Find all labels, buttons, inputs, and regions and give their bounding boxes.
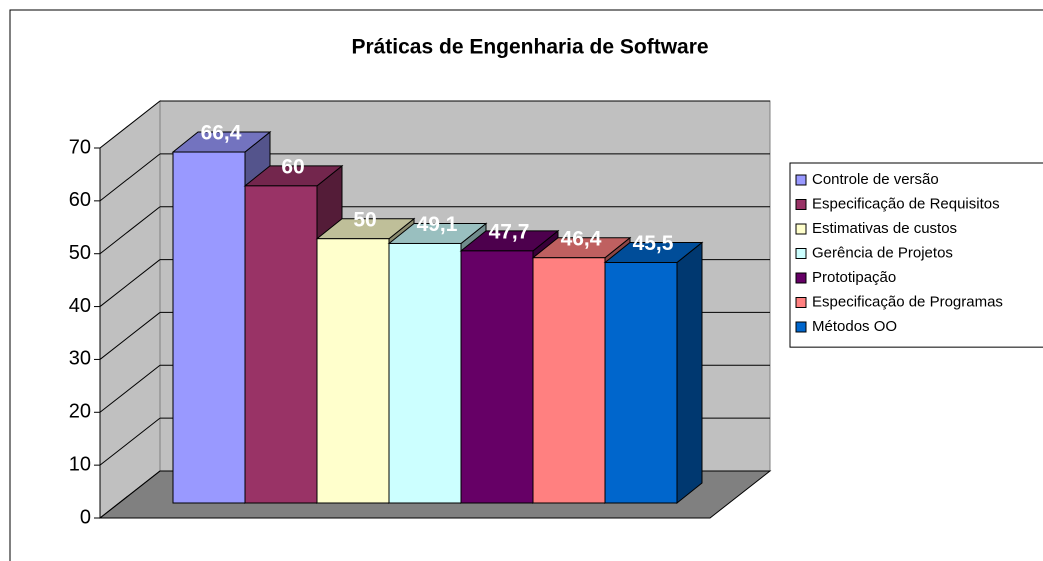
value-label: 50 — [353, 208, 376, 231]
y-tick-label: 10 — [69, 453, 91, 475]
y-tick-label: 20 — [69, 401, 91, 423]
legend-label: Especificação de Programas — [812, 293, 1003, 310]
legend-swatch — [795, 321, 807, 333]
grid-line — [99, 153, 161, 202]
legend-swatch — [795, 272, 807, 284]
grid-line — [99, 417, 161, 466]
grid-line — [99, 470, 161, 519]
legend-swatch — [795, 199, 807, 210]
bar-side — [676, 241, 703, 505]
legend-label: Métodos OO — [812, 318, 897, 335]
grid-line — [99, 259, 161, 307]
legend-label: Prototipação — [812, 269, 896, 286]
grid-line — [99, 364, 161, 413]
legend-swatch — [795, 174, 807, 186]
bar — [604, 262, 678, 504]
grid-line — [99, 206, 161, 255]
value-label: 60 — [281, 155, 304, 178]
bar — [316, 238, 390, 504]
bar — [532, 257, 606, 504]
y-tick-label: 70 — [69, 136, 91, 158]
value-label: 66,4 — [201, 122, 242, 145]
y-tick-label: 60 — [69, 189, 91, 211]
legend-label: Estimativas de custos — [812, 220, 957, 237]
legend-label: Controle de versão — [812, 171, 939, 188]
grid-line — [99, 312, 161, 360]
y-tick-label: 50 — [69, 242, 91, 264]
value-label: 46,4 — [561, 227, 602, 250]
bar — [244, 185, 318, 504]
y-tick-label: 0 — [80, 506, 91, 528]
value-label: 45,5 — [633, 232, 674, 255]
value-label: 49,1 — [417, 213, 458, 236]
legend-label: Gerência de Projetos — [812, 244, 953, 261]
legend-swatch — [795, 248, 807, 259]
chart-title: Práticas de Engenharia de Software — [351, 36, 708, 59]
legend-label: Especificação de Requisitos — [812, 195, 1000, 212]
grid-line — [99, 100, 161, 149]
legend-box — [789, 162, 1043, 348]
bar — [460, 250, 534, 504]
legend-swatch — [795, 297, 807, 308]
side-wall — [99, 99, 161, 520]
y-tick-label: 30 — [69, 348, 91, 370]
legend-swatch — [795, 223, 807, 235]
bar — [388, 242, 462, 504]
bar — [172, 151, 246, 504]
y-tick-label: 40 — [69, 295, 91, 317]
value-label: 47,7 — [489, 220, 530, 243]
